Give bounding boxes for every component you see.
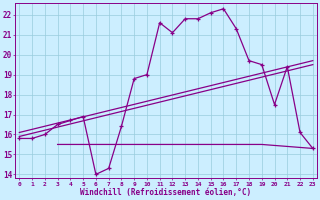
X-axis label: Windchill (Refroidissement éolien,°C): Windchill (Refroidissement éolien,°C) [81, 188, 252, 197]
